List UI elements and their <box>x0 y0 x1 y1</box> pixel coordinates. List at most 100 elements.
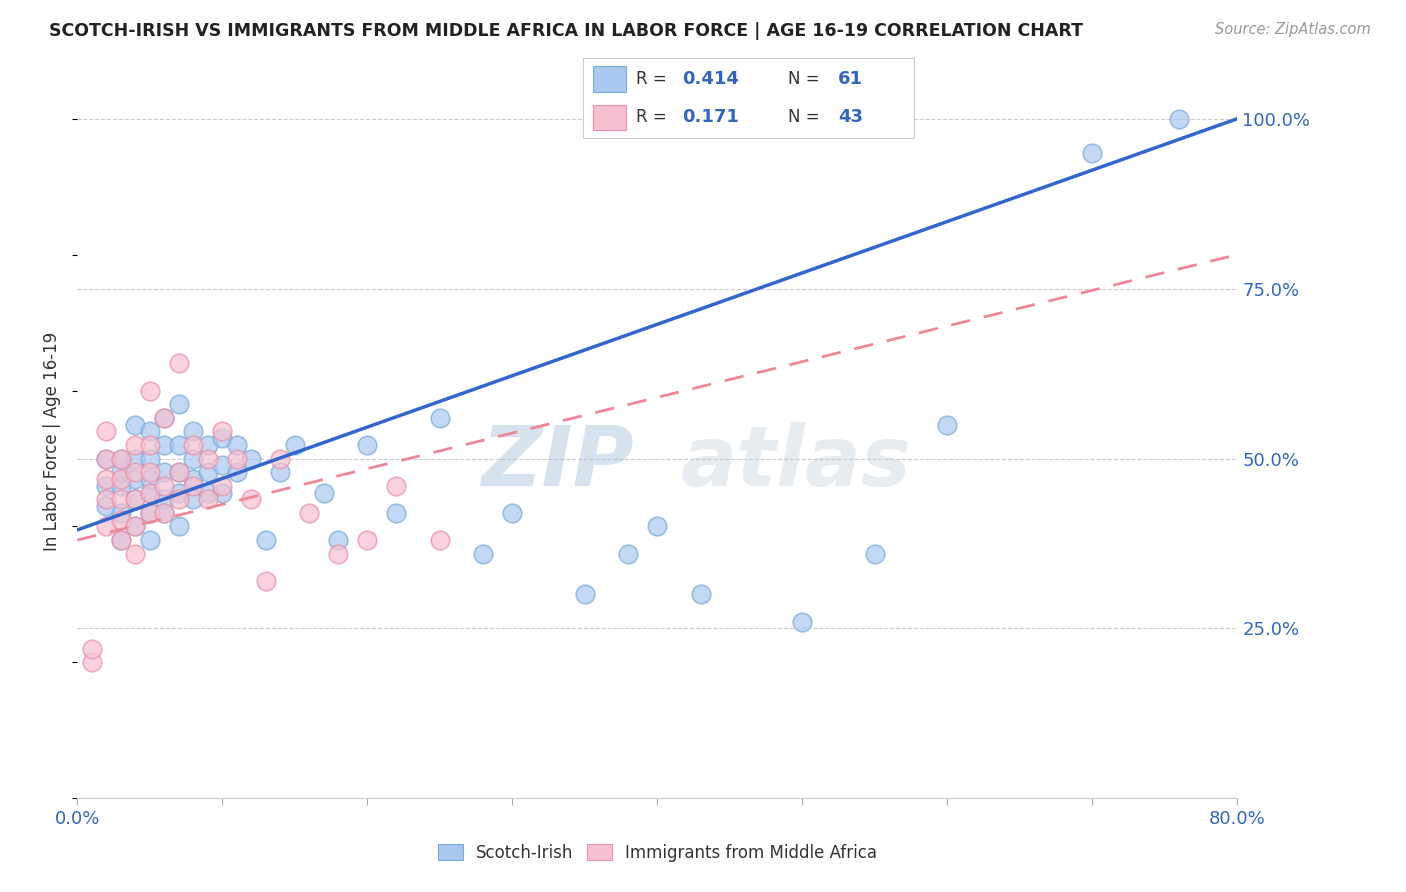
Point <box>96 451 118 466</box>
Point <box>312 485 335 500</box>
Point <box>167 465 190 479</box>
Point <box>183 451 205 466</box>
Point <box>124 438 146 452</box>
Point <box>225 465 247 479</box>
Point <box>124 519 146 533</box>
Point <box>139 472 162 486</box>
Text: N =: N = <box>789 70 825 87</box>
Point <box>183 425 205 439</box>
Point <box>269 451 291 466</box>
Point <box>139 485 162 500</box>
Text: SCOTCH-IRISH VS IMMIGRANTS FROM MIDDLE AFRICA IN LABOR FORCE | AGE 16-19 CORRELA: SCOTCH-IRISH VS IMMIGRANTS FROM MIDDLE A… <box>49 22 1083 40</box>
Point <box>183 492 205 507</box>
Point <box>254 533 277 547</box>
Point <box>167 519 190 533</box>
Point <box>124 472 146 486</box>
Text: R =: R = <box>637 70 672 87</box>
Point <box>96 451 118 466</box>
Point <box>328 547 350 561</box>
Point <box>167 492 190 507</box>
Point <box>284 438 307 452</box>
Text: 61: 61 <box>838 70 863 87</box>
Text: 43: 43 <box>838 109 863 127</box>
Point <box>197 485 219 500</box>
Point <box>139 451 162 466</box>
Point <box>183 438 205 452</box>
Point <box>211 458 233 473</box>
Point <box>139 506 162 520</box>
Point <box>139 485 162 500</box>
Point <box>269 465 291 479</box>
Point <box>574 587 596 601</box>
Point <box>153 438 176 452</box>
Point <box>96 425 118 439</box>
Point <box>240 451 263 466</box>
Point <box>124 465 146 479</box>
Point <box>647 519 669 533</box>
Point <box>110 451 132 466</box>
Point <box>167 485 190 500</box>
Point <box>501 506 523 520</box>
Point <box>139 506 162 520</box>
Text: ZIP: ZIP <box>481 423 634 503</box>
Point <box>124 492 146 507</box>
Point <box>110 451 132 466</box>
Point <box>139 425 162 439</box>
Point <box>96 479 118 493</box>
Point <box>96 519 118 533</box>
Legend: Scotch-Irish, Immigrants from Middle Africa: Scotch-Irish, Immigrants from Middle Afr… <box>432 838 883 869</box>
Point <box>124 417 146 432</box>
Text: atlas: atlas <box>681 423 911 503</box>
Point <box>183 479 205 493</box>
Text: Source: ZipAtlas.com: Source: ZipAtlas.com <box>1215 22 1371 37</box>
Point <box>792 615 814 629</box>
Text: R =: R = <box>637 109 672 127</box>
Point <box>139 384 162 398</box>
Point <box>328 533 350 547</box>
Point <box>356 533 378 547</box>
Point <box>167 438 190 452</box>
Point <box>153 410 176 425</box>
Point <box>110 513 132 527</box>
Point <box>96 499 118 513</box>
Point <box>356 438 378 452</box>
Point <box>197 438 219 452</box>
Point <box>225 438 247 452</box>
Text: 0.171: 0.171 <box>683 109 740 127</box>
FancyBboxPatch shape <box>593 104 627 130</box>
Point <box>139 438 162 452</box>
Point <box>240 492 263 507</box>
Point <box>110 533 132 547</box>
Point <box>429 533 451 547</box>
Point <box>385 506 408 520</box>
Point <box>80 641 103 656</box>
Point <box>124 519 146 533</box>
Text: N =: N = <box>789 109 825 127</box>
Text: 0.414: 0.414 <box>683 70 740 87</box>
Point <box>139 533 162 547</box>
Point <box>139 465 162 479</box>
Point <box>225 451 247 466</box>
Point <box>385 479 408 493</box>
Point <box>197 465 219 479</box>
Point <box>96 472 118 486</box>
Point <box>472 547 495 561</box>
Point <box>153 410 176 425</box>
Point <box>110 506 132 520</box>
Point <box>124 492 146 507</box>
Point <box>298 506 321 520</box>
Point <box>211 425 233 439</box>
Point <box>110 472 132 486</box>
Point <box>211 431 233 445</box>
Point <box>167 397 190 411</box>
Point <box>183 472 205 486</box>
Point <box>153 479 176 493</box>
Point <box>254 574 277 588</box>
Point <box>167 465 190 479</box>
Point <box>96 492 118 507</box>
Y-axis label: In Labor Force | Age 16-19: In Labor Force | Age 16-19 <box>44 332 62 551</box>
Point <box>689 587 711 601</box>
Point <box>153 506 176 520</box>
Point <box>211 479 233 493</box>
Point <box>124 547 146 561</box>
